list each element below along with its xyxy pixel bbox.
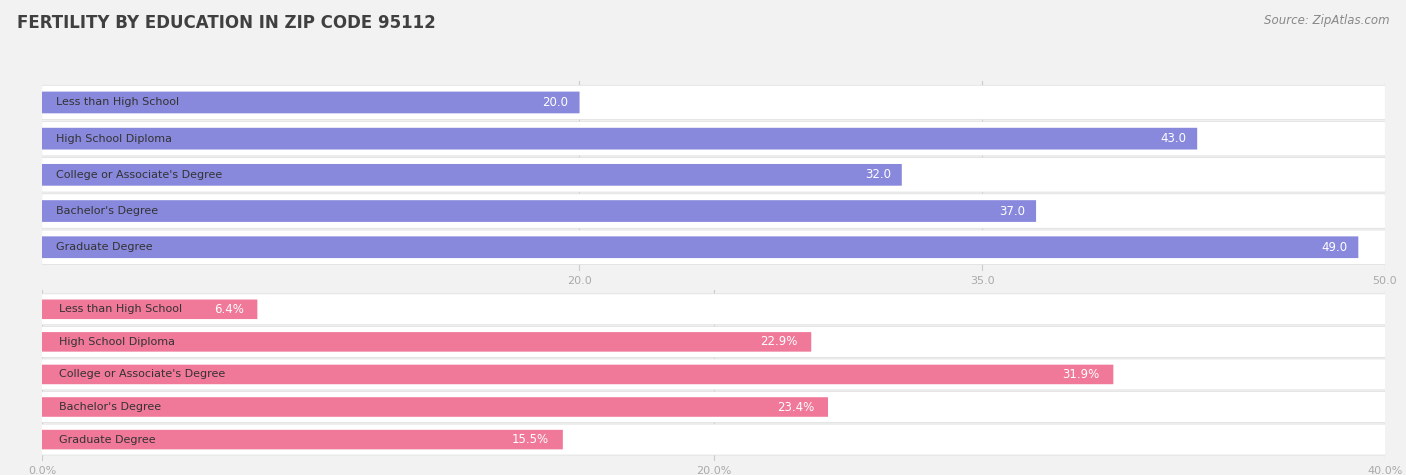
- Text: 20.0: 20.0: [543, 96, 568, 109]
- Text: 23.4%: 23.4%: [778, 400, 814, 414]
- FancyBboxPatch shape: [42, 158, 1385, 192]
- Text: 43.0: 43.0: [1160, 132, 1187, 145]
- FancyBboxPatch shape: [42, 359, 1385, 390]
- FancyBboxPatch shape: [42, 424, 1385, 455]
- FancyBboxPatch shape: [42, 365, 1114, 384]
- Text: 22.9%: 22.9%: [761, 335, 797, 348]
- FancyBboxPatch shape: [42, 122, 1385, 156]
- FancyBboxPatch shape: [42, 326, 1385, 357]
- Text: 32.0: 32.0: [865, 168, 891, 181]
- FancyBboxPatch shape: [42, 194, 1385, 228]
- Text: Source: ZipAtlas.com: Source: ZipAtlas.com: [1264, 14, 1389, 27]
- Text: 31.9%: 31.9%: [1063, 368, 1099, 381]
- Text: 15.5%: 15.5%: [512, 433, 550, 446]
- Text: College or Associate's Degree: College or Associate's Degree: [56, 170, 222, 180]
- Text: Less than High School: Less than High School: [59, 304, 183, 314]
- Text: 49.0: 49.0: [1322, 241, 1347, 254]
- FancyBboxPatch shape: [42, 332, 811, 352]
- Text: High School Diploma: High School Diploma: [56, 133, 172, 143]
- FancyBboxPatch shape: [42, 128, 1197, 150]
- Text: Less than High School: Less than High School: [56, 97, 179, 107]
- FancyBboxPatch shape: [42, 391, 1385, 422]
- FancyBboxPatch shape: [42, 397, 828, 417]
- Text: Graduate Degree: Graduate Degree: [59, 435, 156, 445]
- Text: College or Associate's Degree: College or Associate's Degree: [59, 370, 225, 380]
- FancyBboxPatch shape: [42, 92, 579, 114]
- Text: FERTILITY BY EDUCATION IN ZIP CODE 95112: FERTILITY BY EDUCATION IN ZIP CODE 95112: [17, 14, 436, 32]
- FancyBboxPatch shape: [42, 237, 1358, 258]
- FancyBboxPatch shape: [42, 294, 1385, 325]
- FancyBboxPatch shape: [42, 430, 562, 449]
- FancyBboxPatch shape: [42, 86, 1385, 120]
- Text: High School Diploma: High School Diploma: [59, 337, 174, 347]
- FancyBboxPatch shape: [42, 300, 257, 319]
- Text: Bachelor's Degree: Bachelor's Degree: [59, 402, 162, 412]
- FancyBboxPatch shape: [42, 200, 1036, 222]
- Text: Graduate Degree: Graduate Degree: [56, 242, 152, 252]
- Text: 6.4%: 6.4%: [214, 303, 243, 316]
- FancyBboxPatch shape: [42, 164, 901, 186]
- FancyBboxPatch shape: [42, 230, 1385, 265]
- Text: Bachelor's Degree: Bachelor's Degree: [56, 206, 157, 216]
- Text: 37.0: 37.0: [1000, 205, 1025, 218]
